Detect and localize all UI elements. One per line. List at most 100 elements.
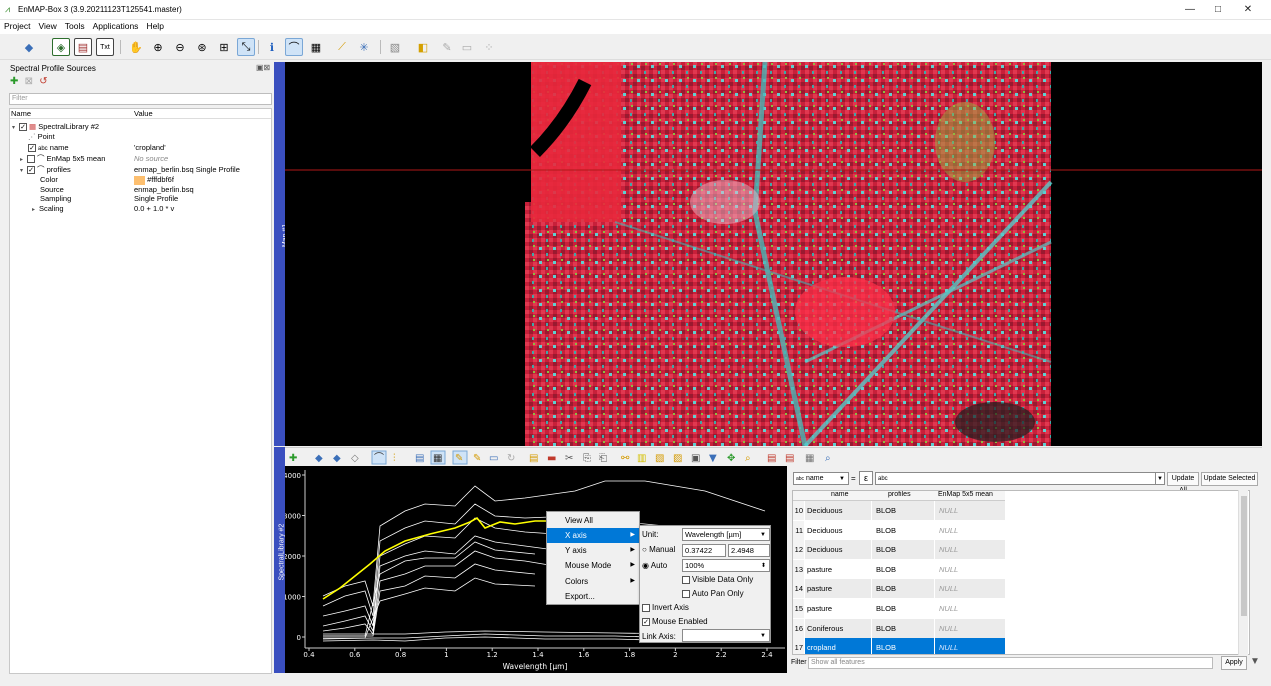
color-swatch[interactable] — [134, 175, 145, 185]
speclib-toolbar-icons[interactable]: ✚ ◆ ◆ ◇ ⌒ ⫶ ▤ ▦ ✎ ✎ ▭ ↻ ▤ ▬ ✂ ⎘ ⎗ ⚯ ▥ ▧ ▨ ▣ ▼ ✥ ⌕ ▤ ▤ ▦ ⌕ — [285, 448, 845, 467]
cell-profiles[interactable]: BLOB — [872, 520, 934, 540]
row-number[interactable]: 14 — [793, 579, 804, 599]
tree-row-point[interactable]: ⋰ Point — [28, 132, 55, 141]
menu-y-axis[interactable]: Y axis ▶ — [565, 546, 635, 555]
cell-name[interactable]: pasture — [805, 599, 871, 618]
row-number[interactable]: 12 — [793, 540, 804, 560]
cell-profiles[interactable]: BLOB — [872, 501, 934, 520]
minimize-button[interactable]: — — [1185, 4, 1195, 15]
add-point-icon[interactable]: ⁘ — [484, 41, 494, 54]
field-select[interactable]: abc name ▼ — [793, 472, 849, 485]
tree-row-name[interactable]: ✓ abc name 'cropland' — [28, 143, 166, 153]
row-number[interactable]: 10 — [793, 501, 804, 520]
add-source-icon[interactable]: ✚ — [10, 76, 19, 87]
menu-view[interactable]: View — [38, 21, 57, 31]
filter-funnel-icon[interactable]: ▼ — [1250, 656, 1260, 667]
expression-button[interactable]: ε — [859, 471, 873, 485]
table-row[interactable]: 16 Coniferous BLOB NULL — [793, 618, 1005, 638]
row-number[interactable]: 13 — [793, 559, 804, 579]
save-edits-icon[interactable]: ▭ — [461, 41, 473, 54]
cell-profiles[interactable]: BLOB — [872, 599, 934, 618]
tree-row-color[interactable]: Color #fffdbf6f — [40, 175, 174, 185]
cell-mean[interactable]: NULL — [935, 599, 1005, 618]
table-row[interactable]: 14 pasture BLOB NULL — [793, 579, 1005, 599]
checkbox[interactable]: ✓ — [27, 166, 35, 175]
open-project-icon[interactable]: ◆ — [24, 41, 34, 54]
auto-radio[interactable]: ◉ Auto — [642, 561, 668, 570]
cell-mean[interactable]: NULL — [935, 520, 1005, 540]
menu-tools[interactable]: Tools — [64, 21, 85, 31]
measure-icon[interactable]: ⟋ — [338, 40, 346, 53]
cell-name[interactable]: pasture — [805, 559, 871, 579]
identify-icon[interactable]: ℹ — [269, 41, 275, 54]
visible-data-only-checkbox[interactable]: Visible Data Only — [682, 575, 753, 584]
tree-row-speclib[interactable]: ▾ ✓ ▦ SpectralLibrary #2 — [12, 122, 100, 132]
invert-axis-checkbox[interactable]: Invert Axis — [642, 603, 689, 612]
column-header-name[interactable]: name — [831, 491, 849, 498]
cell-name[interactable]: cropland — [805, 638, 871, 654]
tree-row-source[interactable]: Source enmap_berlin.bsq — [40, 185, 194, 194]
tree-row-sampling[interactable]: Sampling Single Profile — [40, 194, 179, 203]
panel-float-close-icon[interactable]: ▣⊠ — [256, 63, 271, 72]
cell-profiles[interactable]: BLOB — [872, 559, 934, 579]
cell-profiles[interactable]: BLOB — [872, 540, 934, 560]
column-header-mean[interactable]: EnMap 5x5 mean — [938, 491, 993, 498]
pan-icon[interactable]: ✋ — [129, 41, 143, 54]
cell-mean[interactable]: NULL — [935, 638, 1005, 654]
cell-mean[interactable]: NULL — [935, 579, 1005, 599]
unit-select[interactable]: Wavelength [µm] ▼ — [682, 528, 770, 541]
auto-pan-only-checkbox[interactable]: Auto Pan Only — [682, 589, 744, 598]
tree-row-scaling[interactable]: ▸ Scaling 0.0 + 1.0 * v — [32, 204, 175, 213]
zoom-in-icon[interactable]: ⊕ — [153, 41, 163, 54]
cell-name[interactable]: Coniferous — [805, 618, 871, 638]
menu-help[interactable]: Help — [146, 21, 164, 31]
row-number[interactable]: 11 — [793, 520, 804, 540]
pixel-grid-icon[interactable]: ▦ — [310, 41, 322, 54]
feature-filter-input[interactable]: Show all features — [808, 657, 1213, 669]
select-feature-icon[interactable]: ⤡ — [237, 38, 255, 56]
reset-icon[interactable]: ↺ — [39, 76, 48, 87]
table-row[interactable]: 13 pasture BLOB NULL — [793, 559, 1005, 579]
link-axis-select[interactable]: ▼ — [682, 629, 770, 642]
cell-name[interactable]: Deciduous — [805, 520, 871, 540]
zoom-pixel-icon[interactable]: ⊞ — [219, 41, 229, 54]
mouse-enabled-checkbox[interactable]: ✓ Mouse Enabled — [642, 617, 708, 626]
settings-gear-icon[interactable]: ✳ — [359, 41, 369, 54]
manual-max-input[interactable]: 2.4948 — [728, 544, 770, 557]
cell-profiles[interactable]: BLOB — [872, 638, 934, 654]
map-canvas[interactable] — [285, 62, 1262, 446]
tree-row-enmap-mean[interactable]: ▸ ⌒ EnMap 5x5 mean No source — [20, 154, 169, 164]
table-scrollbar[interactable] — [1238, 490, 1248, 655]
tree-row-profiles[interactable]: ▾ ✓ ⌒ profiles enmap_berlin.bsq Single Pro… — [20, 165, 240, 175]
cell-name[interactable]: Deciduous — [805, 540, 871, 560]
menu-mouse-mode[interactable]: Mouse Mode ▶ — [565, 561, 635, 570]
cell-mean[interactable]: NULL — [935, 540, 1005, 560]
edit-layer-icon[interactable]: ▧ — [389, 41, 401, 54]
add-speclib-icon[interactable]: ▤ — [74, 38, 92, 56]
menu-applications[interactable]: Applications — [92, 21, 139, 31]
zoom-full-icon[interactable]: ⊛ — [197, 41, 207, 54]
close-button[interactable]: ✕ — [1243, 4, 1253, 15]
cell-profiles[interactable]: BLOB — [872, 618, 934, 638]
cell-name[interactable]: pasture — [805, 579, 871, 599]
update-selected-button[interactable]: Update Selected — [1201, 472, 1258, 486]
manual-min-input[interactable]: 0.37422 — [682, 544, 726, 557]
filter-input[interactable]: Filter — [9, 93, 272, 105]
menu-colors[interactable]: Colors ▶ — [565, 577, 635, 586]
update-all-button[interactable]: Update All — [1167, 472, 1199, 494]
cell-profiles[interactable]: BLOB — [872, 579, 934, 599]
table-row[interactable]: 12 Deciduous BLOB NULL — [793, 540, 1005, 560]
spectral-profile-icon[interactable]: ⌒ — [285, 38, 303, 56]
column-header-profiles[interactable]: profiles — [888, 491, 911, 498]
value-dropdown-icon[interactable]: ▼ — [1155, 472, 1165, 485]
cell-mean[interactable]: NULL — [935, 618, 1005, 638]
apply-button[interactable]: Apply — [1221, 656, 1247, 670]
menu-export[interactable]: Export... — [565, 592, 595, 601]
menu-x-axis[interactable]: X axis ▶ — [547, 528, 639, 543]
row-number[interactable]: 15 — [793, 599, 804, 618]
cell-mean[interactable]: NULL — [935, 559, 1005, 579]
auto-percent-spinbox[interactable]: 100% ⬍ — [682, 559, 770, 572]
checkbox[interactable] — [27, 155, 35, 164]
add-text-icon[interactable]: Txt — [96, 38, 114, 56]
cell-mean[interactable]: NULL — [935, 501, 1005, 520]
